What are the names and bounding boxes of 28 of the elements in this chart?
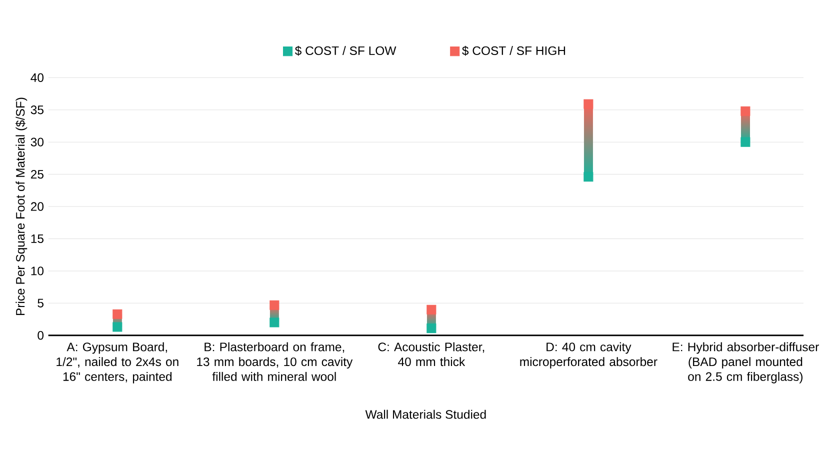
y-tick-label: 5 xyxy=(38,298,44,308)
x-tick-label: C: Acoustic Plaster, 40 mm thick xyxy=(378,342,484,366)
point xyxy=(112,309,122,319)
x-tick-label: D: 40 cm cavity microperforated absorber xyxy=(520,342,658,368)
point xyxy=(740,106,750,116)
y-tick-label: 40 xyxy=(30,73,44,82)
x-tick-label: B: Plasterboard on frame, 13 mm boards, 10 cm cavity filled with mineral wool xyxy=(197,342,353,381)
y-tick-label: 15 xyxy=(31,234,44,243)
point xyxy=(112,322,122,332)
y-axis-title: Price Per Square Foot of Material ($/SF) xyxy=(15,98,28,315)
y-tick-label: 0 xyxy=(38,330,44,340)
point xyxy=(740,137,750,147)
point xyxy=(584,172,594,182)
y-tick-label: 10 xyxy=(31,266,44,276)
point xyxy=(426,304,436,314)
y-tick-label: 20 xyxy=(30,202,44,211)
y-tick-label: 30 xyxy=(30,138,44,146)
point xyxy=(270,318,280,328)
legend-label: $ COST / SF LOW xyxy=(295,46,396,56)
x-axis-title: Wall Materials Studied xyxy=(365,410,486,419)
x-tick-label: E: Hybrid absorber-diffuser (BAD panel mounted on 2.5 cm fiberglass) xyxy=(672,342,819,384)
point xyxy=(270,300,280,310)
y-tick-label: 35 xyxy=(30,105,44,114)
legend-label: $ COST / SF HIGH xyxy=(462,46,566,56)
point xyxy=(584,99,594,109)
point xyxy=(426,323,436,333)
y-tick-label: 25 xyxy=(30,170,44,179)
x-tick-label: A: Gypsum Board, 1/2", nailed to 2x4s on 16" centers, painted xyxy=(56,342,178,384)
